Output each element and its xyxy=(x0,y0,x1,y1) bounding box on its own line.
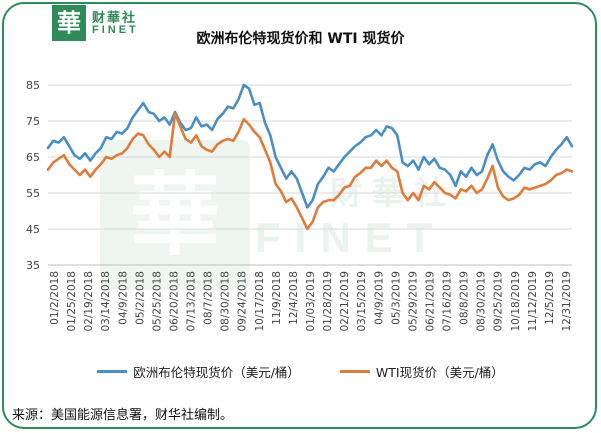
x-tick-label: 06/20/2018 xyxy=(168,271,180,332)
chart-title: 欧洲布伦特现货价和 WTI 现货价 xyxy=(196,31,405,47)
y-tick-label: 35 xyxy=(26,259,40,272)
x-tick-label: 12/5/2019 xyxy=(544,271,556,325)
x-tick-label: 01/2/2018 xyxy=(49,271,61,325)
x-tick-label: 08/7/2018 xyxy=(203,271,215,325)
x-tick-label: 01/28/2019 xyxy=(322,271,334,332)
legend-label-brent: 欧洲布伦特现货价（美元/桶） xyxy=(133,365,300,380)
x-tick-label: 03/14/2018 xyxy=(100,271,112,332)
x-tick-label: 08/30/2019 xyxy=(476,271,488,332)
legend-label-wti: WTI现货价（美元/桶） xyxy=(375,365,504,380)
finet-logo-cn: 财華社 xyxy=(92,11,138,26)
finet-logo-en: FINET xyxy=(92,24,139,36)
legend-swatch-wti xyxy=(339,370,370,373)
watermark-text-en: FINET xyxy=(255,214,447,261)
x-tick-label: 05/29/2019 xyxy=(407,271,419,332)
x-tick-label: 11/9/2018 xyxy=(271,271,283,325)
x-tick-label: 07/16/2019 xyxy=(442,271,454,332)
y-tick-label: 75 xyxy=(26,115,40,128)
x-tick-label: 01/03/2019 xyxy=(305,271,317,332)
x-tick-label: 08/30/2018 xyxy=(220,271,232,332)
x-tick-label: 08/8/2019 xyxy=(459,271,471,325)
x-tick-label: 04/9/2019 xyxy=(373,271,385,325)
x-tick-label: 01/25/2018 xyxy=(66,271,78,332)
x-tick-label: 09/25/2019 xyxy=(493,271,505,332)
chart-legend: 欧洲布伦特现货价（美元/桶） WTI现货价（美元/桶） xyxy=(0,362,601,381)
series-line-brent xyxy=(46,83,574,209)
series-line-wti xyxy=(46,112,574,231)
y-tick-label: 85 xyxy=(26,79,40,92)
x-tick-label: 05/2/2018 xyxy=(134,271,146,325)
legend-item-wti: WTI现货价（美元/桶） xyxy=(339,362,504,381)
x-tick-label: 10/17/2018 xyxy=(254,271,266,332)
finet-logo-mark: 華 xyxy=(52,5,86,41)
x-tick-label: 09/24/2018 xyxy=(237,271,249,332)
chart-frame xyxy=(2,2,597,429)
x-tick-label: 12/4/2018 xyxy=(288,271,300,325)
x-tick-label: 10/18/2019 xyxy=(510,271,522,332)
x-tick-label: 05/3/2019 xyxy=(390,271,402,325)
x-tick-label: 06/21/2019 xyxy=(424,271,436,332)
y-tick-label: 55 xyxy=(26,187,40,200)
legend-swatch-brent xyxy=(97,370,128,373)
x-tick-label: 04/9/2018 xyxy=(117,271,129,325)
x-tick-label: 02/19/2018 xyxy=(83,271,95,332)
x-tick-label: 05/25/2018 xyxy=(151,271,163,332)
y-tick-label: 65 xyxy=(26,151,40,164)
x-tick-label: 03/15/2019 xyxy=(356,271,368,332)
x-tick-label: 11/12/2019 xyxy=(527,271,539,332)
x-tick-label: 02/21/2019 xyxy=(339,271,351,332)
x-tick-label: 07/13/2018 xyxy=(186,271,198,332)
x-tick-label: 12/31/2019 xyxy=(561,271,573,332)
source-note: 来源：美国能源信息署，财华社编制。 xyxy=(12,408,234,423)
legend-item-brent: 欧洲布伦特现货价（美元/桶） xyxy=(97,362,300,381)
y-tick-label: 45 xyxy=(26,223,40,236)
